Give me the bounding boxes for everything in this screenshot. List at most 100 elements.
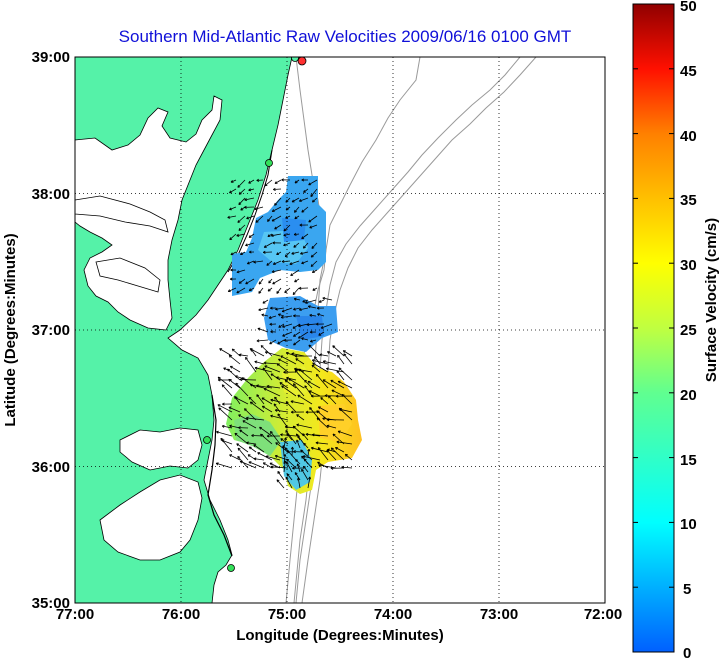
velocity-arrow-head	[244, 198, 247, 201]
velocity-arrow	[297, 477, 301, 489]
velocity-arrow	[286, 433, 293, 441]
velocity-arrow-head	[323, 360, 326, 362]
velocity-arrow	[283, 460, 286, 473]
velocity-arrow	[258, 287, 264, 294]
velocity-arrow	[274, 224, 282, 230]
velocity-arrow	[286, 352, 297, 357]
velocity-arrow	[219, 348, 233, 357]
velocity-arrow	[280, 355, 297, 365]
velocity-arrow	[295, 358, 305, 365]
velocity-arrow-head	[311, 245, 313, 249]
velocity-arrow-head	[229, 190, 232, 194]
velocity-arrow	[242, 420, 257, 429]
velocity-arrow	[277, 339, 285, 345]
velocity-arrow-head	[221, 424, 225, 427]
velocity-arrow	[290, 269, 300, 276]
velocity-arrow	[315, 442, 329, 445]
velocity-arrow-head	[290, 400, 294, 402]
map-area	[75, 57, 605, 603]
velocity-arrow	[276, 251, 282, 255]
velocity-arrow	[307, 476, 311, 489]
velocity-arrow	[337, 430, 353, 437]
velocity-arrow-head	[318, 463, 322, 466]
velocity-arrow	[234, 432, 249, 445]
radar-station	[297, 57, 307, 66]
velocity-arrow-head	[284, 290, 286, 293]
velocity-arrow	[264, 242, 273, 248]
velocity-arrow	[293, 331, 301, 337]
velocity-arrow	[271, 215, 282, 222]
velocity-arrow	[285, 476, 293, 489]
velocity-arrow	[285, 251, 291, 258]
colorbar-label: Surface Velocity (cm/s)	[703, 218, 720, 382]
velocity-arrow-head	[236, 233, 239, 237]
velocity-arrow	[239, 429, 249, 437]
velocity-arrow	[265, 351, 281, 357]
velocity-arrow-head	[326, 424, 330, 426]
colorbar-tick-label: 15	[680, 452, 697, 469]
velocity-arrow-head	[283, 233, 286, 236]
velocity-arrow-head	[268, 280, 270, 284]
velocity-arrow	[336, 370, 345, 381]
velocity-arrow	[253, 444, 265, 453]
velocity-arrow-head	[339, 407, 342, 410]
velocity-arrow-head	[245, 281, 248, 285]
velocity-arrow	[295, 368, 305, 373]
velocity-arrow	[307, 448, 310, 457]
velocity-arrow	[258, 278, 264, 285]
x-tick-label: 73:00	[480, 606, 518, 623]
velocity-arrow-head	[246, 416, 249, 419]
velocity-arrow-head	[229, 207, 232, 210]
velocity-arrow	[279, 382, 289, 389]
velocity-arrow	[303, 242, 309, 249]
velocity-arrow	[230, 179, 237, 183]
velocity-arrow-head	[311, 446, 314, 449]
velocity-arrow-head	[262, 300, 265, 304]
velocity-arrow-head	[260, 433, 263, 436]
velocity-arrow-head	[235, 382, 239, 385]
velocity-arrow	[231, 348, 241, 357]
velocity-arrow	[271, 269, 282, 273]
velocity-arrow	[236, 287, 246, 294]
velocity-arrow	[285, 197, 291, 203]
velocity-arrow	[227, 215, 237, 218]
velocity-arrow-head	[272, 262, 276, 265]
velocity-arrow	[215, 462, 233, 469]
velocity-arrow-head	[332, 433, 336, 435]
velocity-arrow-head	[294, 216, 297, 219]
velocity-arrow	[331, 447, 345, 461]
velocity-arrow-head	[284, 454, 287, 457]
velocity-arrow	[278, 358, 289, 365]
velocity-arrow	[303, 442, 309, 449]
velocity-arrow-head	[300, 449, 304, 451]
velocity-arrow-head	[294, 279, 297, 282]
velocity-arrow-head	[282, 333, 285, 337]
velocity-arrow	[275, 442, 289, 453]
velocity-arrow	[296, 439, 301, 449]
velocity-arrow	[312, 362, 329, 373]
velocity-arrow	[253, 458, 265, 461]
velocity-arrow	[229, 233, 237, 240]
velocity-arrow	[228, 406, 241, 413]
velocity-arrow-head	[335, 394, 339, 397]
velocity-arrow-head	[320, 397, 324, 399]
velocity-arrow	[255, 215, 264, 223]
velocity-arrow	[217, 376, 233, 389]
velocity-arrow	[303, 458, 309, 465]
velocity-arrow-head	[274, 226, 277, 230]
velocity-arrow-head	[299, 199, 302, 202]
velocity-arrow	[308, 305, 317, 309]
velocity-arrow-head	[266, 384, 270, 387]
velocity-arrow-head	[251, 434, 254, 436]
velocity-arrow-head	[295, 369, 298, 372]
velocity-arrow-head	[291, 199, 294, 203]
velocity-arrow	[270, 431, 281, 445]
velocity-arrow	[286, 473, 293, 481]
velocity-arrow-head	[318, 447, 321, 449]
velocity-arrow-head	[244, 408, 247, 410]
velocity-arrow-head	[237, 184, 239, 188]
map-title: Southern Mid-Atlantic Raw Velocities 200…	[119, 27, 572, 46]
velocity-arrow-head	[284, 254, 287, 257]
colorbar: 50 45 40 35 30 25 20 15 10 5 0 Surface V…	[632, 0, 720, 659]
velocity-arrow	[270, 415, 289, 421]
